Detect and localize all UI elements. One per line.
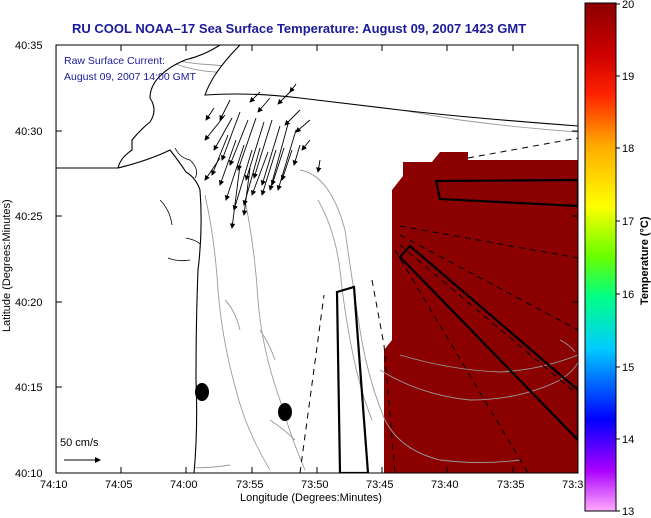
x-tick-label: 74:10 bbox=[40, 479, 68, 491]
coast-details bbox=[159, 147, 201, 262]
y-tick-label: 40:20 bbox=[15, 297, 43, 309]
colorbar-tick: 14 bbox=[622, 434, 634, 446]
colorbar-label: Temperature (°C) bbox=[639, 216, 651, 305]
colorbar-tick: 20 bbox=[622, 0, 634, 11]
colorbar-gradient bbox=[584, 2, 617, 512]
transect-lines bbox=[299, 137, 578, 473]
colorbar-tick: 19 bbox=[622, 71, 634, 83]
x-tick-label: 74:00 bbox=[170, 479, 198, 491]
x-axis: 74:10 74:05 74:00 73:55 73:50 73:45 73:4… bbox=[40, 45, 583, 504]
colorbar-tick: 17 bbox=[622, 216, 634, 228]
x-axis-label: Longitude (Degrees:Minutes) bbox=[240, 492, 382, 504]
x-tick-label: 73:50 bbox=[301, 479, 329, 491]
y-tick-label: 40:30 bbox=[15, 126, 43, 138]
x-tick-label: 74:05 bbox=[105, 479, 133, 491]
colorbar-tick: 13 bbox=[622, 506, 634, 518]
site-marker bbox=[195, 383, 209, 401]
y-tick-label: 40:10 bbox=[15, 468, 43, 480]
y-tick-label: 40:35 bbox=[15, 40, 43, 52]
colorbar-tick: 15 bbox=[622, 362, 634, 374]
site-marker bbox=[278, 403, 292, 421]
surface-current-vectors bbox=[204, 83, 322, 229]
y-tick-label: 40:15 bbox=[15, 382, 43, 394]
figure-title: RU COOL NOAA–17 Sea Surface Temperature:… bbox=[72, 21, 526, 36]
current-timestamp: August 09, 2007 14:00 GMT bbox=[64, 71, 197, 83]
x-tick-label: 73:45 bbox=[366, 479, 394, 491]
y-axis: 40:35 40:30 40:25 40:20 40:15 40:10 Lati… bbox=[1, 40, 578, 480]
colorbar: 20 19 18 17 16 15 14 13 Temperature (°C) bbox=[584, 0, 651, 518]
scale-label: 50 cm/s bbox=[60, 437, 99, 449]
x-tick-label: 73:40 bbox=[431, 479, 459, 491]
y-tick-label: 40:25 bbox=[15, 211, 43, 223]
colorbar-tick: 18 bbox=[622, 143, 634, 155]
y-axis-label: Latitude (Degrees:Minutes) bbox=[1, 199, 13, 332]
map-plot-area bbox=[56, 45, 578, 473]
current-label: Raw Surface Current: bbox=[64, 55, 165, 67]
sampling-polygons bbox=[335, 178, 578, 473]
x-tick-label: 73:55 bbox=[236, 479, 264, 491]
x-tick-label: 73:35 bbox=[497, 479, 525, 491]
colorbar-tick: 16 bbox=[622, 289, 634, 301]
coastline bbox=[56, 45, 578, 473]
x-tick-label: 73:3 bbox=[562, 479, 583, 491]
